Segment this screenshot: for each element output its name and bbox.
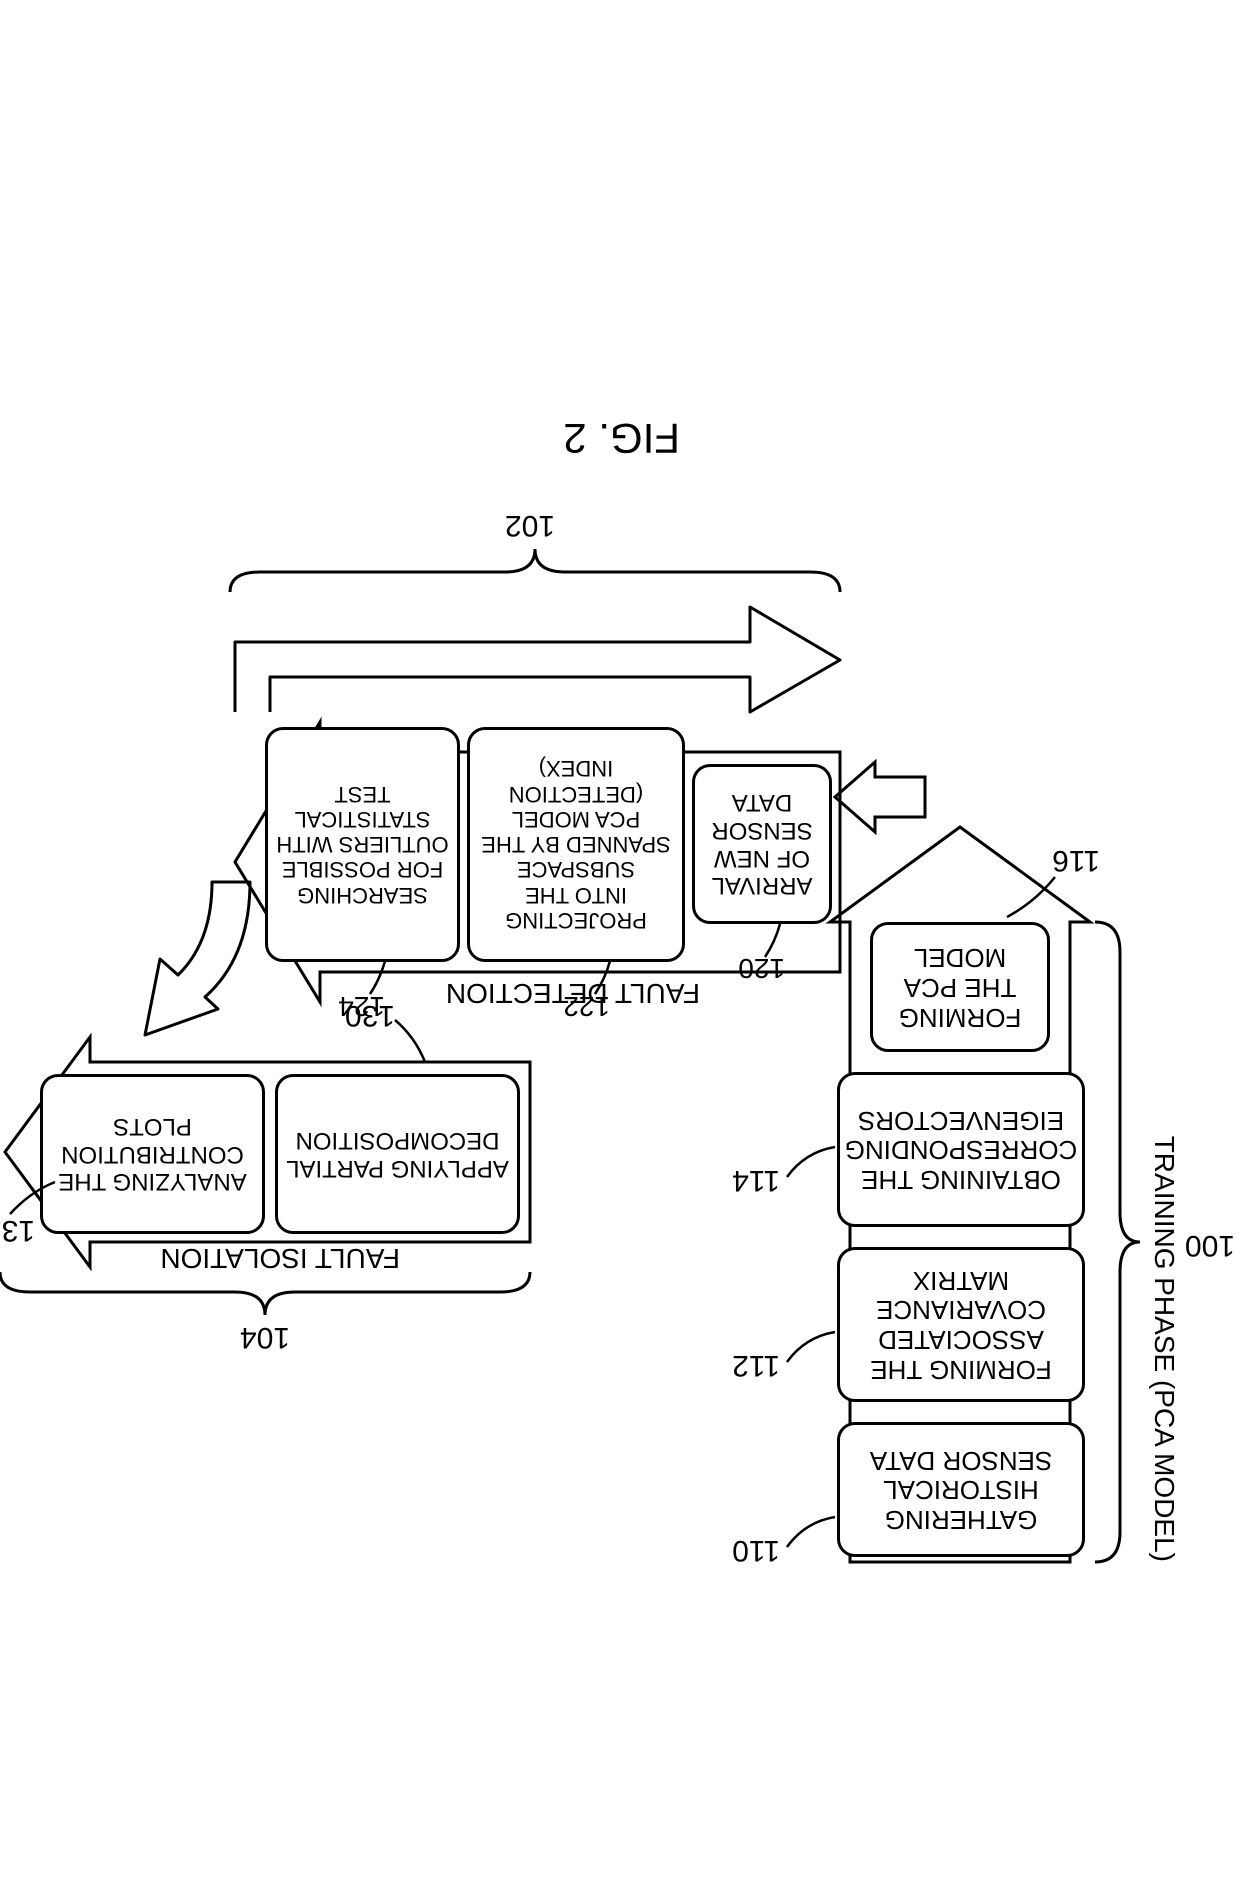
detection-brace: [230, 547, 840, 597]
box-110-text: GATHERING HISTORICAL SENSOR DATA: [846, 1445, 1076, 1535]
ref-116: 116: [1052, 843, 1100, 877]
box-116-text: FORMING THE PCA MODEL: [879, 942, 1041, 1032]
leader-116: [1005, 872, 1055, 917]
ref-122: 122: [563, 990, 610, 1022]
box-112: FORMING THE ASSOCIATED COVARIANCE MATRIX: [837, 1247, 1085, 1402]
box-124: SEARCHING FOR POSSIBLE OUTLIERS WITH STA…: [265, 727, 460, 962]
box-130-text: APPLYING PARTIAL DECOMPOSITION: [284, 1126, 511, 1181]
arrow-training-to-detection: [830, 762, 930, 832]
ref-104: 104: [240, 1320, 290, 1354]
isolation-brace: [0, 1267, 530, 1317]
box-122-text: PROJECTING INTO THE SUBSPACE SPANNED BY …: [476, 756, 676, 933]
leader-114: [780, 1137, 835, 1177]
training-brace: [1090, 922, 1140, 1562]
ref-110: 110: [732, 1533, 780, 1567]
leader-130: [390, 1017, 430, 1062]
box-132: ANALYZING THE CONTRIBUTION PLOTS: [40, 1074, 265, 1234]
box-124-text: SEARCHING FOR POSSIBLE OUTLIERS WITH STA…: [274, 781, 451, 907]
leader-122: [590, 959, 620, 994]
figure-label: FIG. 2: [563, 414, 680, 462]
box-130: APPLYING PARTIAL DECOMPOSITION: [275, 1074, 520, 1234]
box-120-text: ARRIVAL OF NEW SENSOR DATA: [701, 789, 823, 899]
ref-102: 102: [505, 508, 555, 542]
ref-114: 114: [732, 1163, 780, 1197]
arrow-detection-to-isolation: [120, 877, 260, 1047]
training-phase-label: TRAINING PHASE (PCA MODEL): [1148, 1242, 1180, 1882]
box-116: FORMING THE PCA MODEL: [870, 922, 1050, 1052]
box-122: PROJECTING INTO THE SUBSPACE SPANNED BY …: [467, 727, 685, 962]
box-110: GATHERING HISTORICAL SENSOR DATA: [837, 1422, 1085, 1557]
leader-112: [780, 1322, 835, 1362]
leader-110: [780, 1507, 835, 1547]
ref-130: 130: [345, 998, 395, 1032]
ref-120: 120: [738, 952, 785, 984]
ref-132: 132: [0, 1213, 35, 1247]
ref-100: 100: [1185, 1228, 1235, 1262]
diagram-canvas: GATHERING HISTORICAL SENSOR DATA FORMING…: [0, 0, 1240, 1662]
box-120: ARRIVAL OF NEW SENSOR DATA: [692, 764, 832, 924]
leader-124: [365, 959, 395, 994]
ref-112: 112: [732, 1348, 780, 1382]
box-112-text: FORMING THE ASSOCIATED COVARIANCE MATRIX: [846, 1265, 1076, 1385]
box-114-text: OBTAINING THE CORRESPONDING EIGENVECTORS: [845, 1105, 1078, 1195]
detection-return-arrow: [230, 602, 840, 712]
leader-132: [5, 1177, 55, 1217]
box-114: OBTAINING THE CORRESPONDING EIGENVECTORS: [837, 1072, 1085, 1227]
box-132-text: ANALYZING THE CONTRIBUTION PLOTS: [49, 1113, 256, 1196]
